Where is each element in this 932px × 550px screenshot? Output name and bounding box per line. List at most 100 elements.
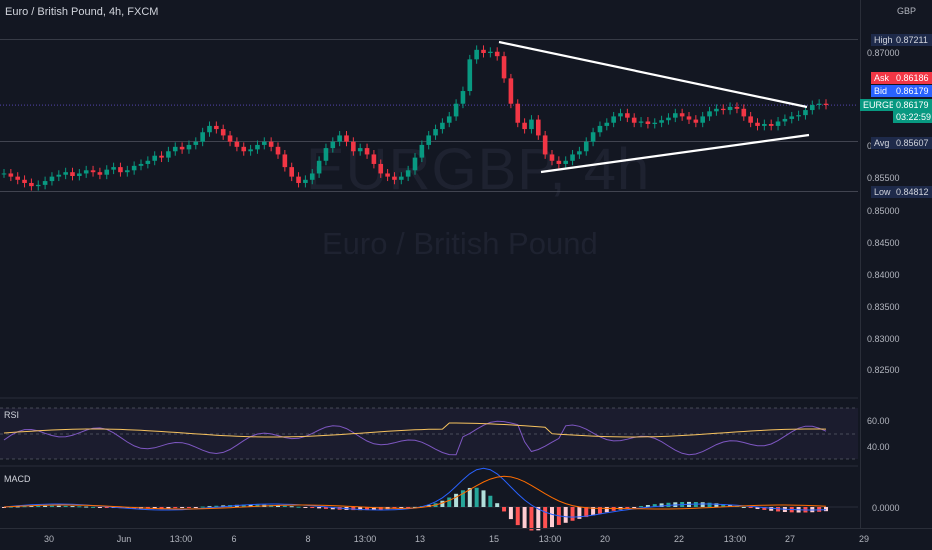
date-label: 13:00 <box>723 534 747 544</box>
candle-body <box>666 117 671 121</box>
symbol-title[interactable]: Euro / British Pound, 4h, FXCM <box>5 6 159 18</box>
date-label: 27 <box>784 534 796 544</box>
macd-histogram-bar <box>15 506 20 508</box>
macd-histogram-bar <box>447 497 452 507</box>
candle-body <box>268 141 274 147</box>
candle-body <box>152 155 157 161</box>
candle-body <box>536 119 541 136</box>
rsi-tick-60: 60.00 <box>867 416 890 426</box>
candle-body <box>453 103 459 117</box>
candle-body <box>494 51 500 57</box>
candle-body <box>748 116 753 123</box>
price-tick: 0.82500 <box>867 365 900 375</box>
macd-histogram-bar <box>413 506 417 508</box>
candle-body <box>768 124 774 126</box>
candle-body <box>611 116 616 123</box>
candle-body <box>542 135 548 155</box>
candle-body <box>570 154 575 161</box>
macd-histogram-bar <box>180 507 185 508</box>
macd-histogram-bar <box>91 506 96 508</box>
price-axis[interactable] <box>860 0 932 528</box>
price-tick: 0.87000 <box>867 48 900 58</box>
currency-label: GBP <box>897 6 917 16</box>
candle-body <box>419 144 425 158</box>
candle-body <box>508 78 514 104</box>
macd-histogram-bar <box>639 506 644 508</box>
candle-body <box>789 116 795 119</box>
avg-label: Avg <box>871 137 897 149</box>
candle-body <box>172 146 178 152</box>
macd-histogram-bar <box>728 504 733 507</box>
candle-body <box>440 122 445 130</box>
macd-histogram-bar <box>597 507 602 514</box>
macd-histogram-bar <box>29 506 34 508</box>
macd-histogram-bar <box>515 507 520 526</box>
last-price-value: 0.86179 <box>893 99 932 111</box>
macd-histogram-bar <box>36 505 41 507</box>
candle-body <box>275 146 281 155</box>
macd-label[interactable]: MACD <box>4 474 31 484</box>
candle-body <box>597 125 603 133</box>
candle-body <box>371 154 377 164</box>
price-tick: 0.83000 <box>867 334 900 344</box>
candle-body <box>405 170 411 177</box>
macd-histogram-bar <box>495 503 500 507</box>
candle-body <box>1 173 7 175</box>
candle-body <box>645 121 651 125</box>
macd-histogram-bar <box>323 507 328 509</box>
rsi-label[interactable]: RSI <box>4 410 20 420</box>
price-tick: 0.85500 <box>867 173 900 183</box>
candle-body <box>214 125 219 130</box>
candle-body <box>364 148 370 155</box>
macd-line <box>3 467 827 518</box>
date-label: 30 <box>43 534 55 544</box>
macd-histogram-bar <box>502 507 507 512</box>
low-value: 0.84812 <box>893 186 932 198</box>
macd-histogram-bar <box>104 507 109 508</box>
candle-body <box>309 173 315 180</box>
candle-body <box>631 117 637 123</box>
macd-histogram-bar <box>399 507 404 509</box>
candle-body <box>460 91 466 104</box>
macd-histogram-bar <box>365 507 370 511</box>
candle-body <box>652 122 658 125</box>
macd-histogram-bar <box>56 505 61 507</box>
candle-body <box>659 120 664 123</box>
candle-body <box>392 176 397 180</box>
candle-body <box>679 113 685 117</box>
date-label: 8 <box>305 534 311 544</box>
candle-body <box>583 141 589 152</box>
candle-body <box>522 122 527 130</box>
watermark-name: Euro / British Pound <box>322 226 598 261</box>
macd-histogram-bar <box>666 502 671 507</box>
candle-body <box>378 163 384 174</box>
macd-signal-line <box>3 475 827 510</box>
macd-histogram-bar <box>536 507 541 531</box>
macd-histogram-bar <box>467 487 472 507</box>
candle-body <box>693 119 699 123</box>
candle-body <box>255 144 260 150</box>
macd-histogram-bar <box>625 507 630 509</box>
candle-body <box>755 122 760 126</box>
macd-histogram-bar <box>700 502 705 507</box>
macd-histogram-bar <box>714 503 719 507</box>
candle-body <box>220 129 226 136</box>
candle-body <box>474 49 479 60</box>
candle-body <box>399 176 404 180</box>
candle-body <box>590 132 596 142</box>
trendline-upper <box>498 40 808 109</box>
candle-body <box>604 122 610 126</box>
macd-histogram-bar <box>741 506 746 508</box>
candle-body <box>700 116 705 123</box>
candle-body <box>727 106 733 111</box>
low-label: Low <box>871 186 897 198</box>
avg-value: 0.85607 <box>893 137 932 149</box>
candle-body <box>303 179 308 183</box>
candle-body <box>207 125 212 133</box>
macd-histogram-bar <box>522 507 527 529</box>
candle-body <box>8 173 14 177</box>
candle-body <box>426 135 431 145</box>
time-axis[interactable] <box>0 528 932 550</box>
